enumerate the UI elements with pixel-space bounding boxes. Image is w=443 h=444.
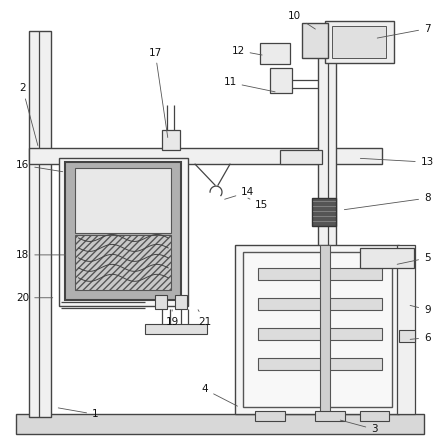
Text: 16: 16 <box>16 160 63 172</box>
Bar <box>29 31 51 417</box>
Bar <box>75 235 171 290</box>
Bar <box>360 412 389 421</box>
Text: 1: 1 <box>58 408 99 420</box>
Text: 17: 17 <box>148 48 168 138</box>
Text: 2: 2 <box>19 83 38 146</box>
Bar <box>155 295 167 309</box>
Bar <box>260 43 290 64</box>
Text: 6: 6 <box>410 333 431 343</box>
Text: 19: 19 <box>166 310 179 327</box>
Bar <box>175 295 187 309</box>
Text: 10: 10 <box>288 11 315 29</box>
Bar <box>400 329 416 341</box>
Bar <box>315 412 345 421</box>
Bar <box>320 245 330 414</box>
Bar <box>75 168 171 233</box>
Bar <box>360 248 414 268</box>
Bar <box>29 148 382 164</box>
Text: 4: 4 <box>202 385 237 406</box>
Bar <box>258 357 382 369</box>
Text: 14: 14 <box>225 187 255 199</box>
Bar <box>58 158 188 306</box>
Bar <box>302 23 328 58</box>
Bar <box>145 324 207 333</box>
Bar <box>397 245 416 414</box>
Bar <box>258 328 382 340</box>
Text: 11: 11 <box>223 77 275 92</box>
Bar <box>255 412 285 421</box>
Bar <box>325 20 394 63</box>
Text: 18: 18 <box>16 250 66 260</box>
Text: 7: 7 <box>377 24 431 38</box>
Text: 5: 5 <box>397 253 431 264</box>
Text: 3: 3 <box>340 420 378 434</box>
Text: 20: 20 <box>16 293 53 303</box>
Bar <box>235 245 400 414</box>
Bar <box>318 31 336 420</box>
Bar <box>162 130 180 150</box>
Bar <box>66 162 181 300</box>
Bar <box>280 150 322 164</box>
Text: 12: 12 <box>231 46 262 56</box>
Text: 15: 15 <box>248 198 268 210</box>
Text: 21: 21 <box>198 310 212 327</box>
Text: 8: 8 <box>344 193 431 210</box>
Bar <box>258 298 382 310</box>
Text: 9: 9 <box>410 305 431 315</box>
Bar <box>16 414 424 434</box>
Bar <box>258 268 382 280</box>
Bar <box>332 26 386 58</box>
Bar <box>312 198 336 226</box>
Bar <box>270 68 292 93</box>
Text: 13: 13 <box>360 157 434 167</box>
Bar <box>243 252 392 408</box>
